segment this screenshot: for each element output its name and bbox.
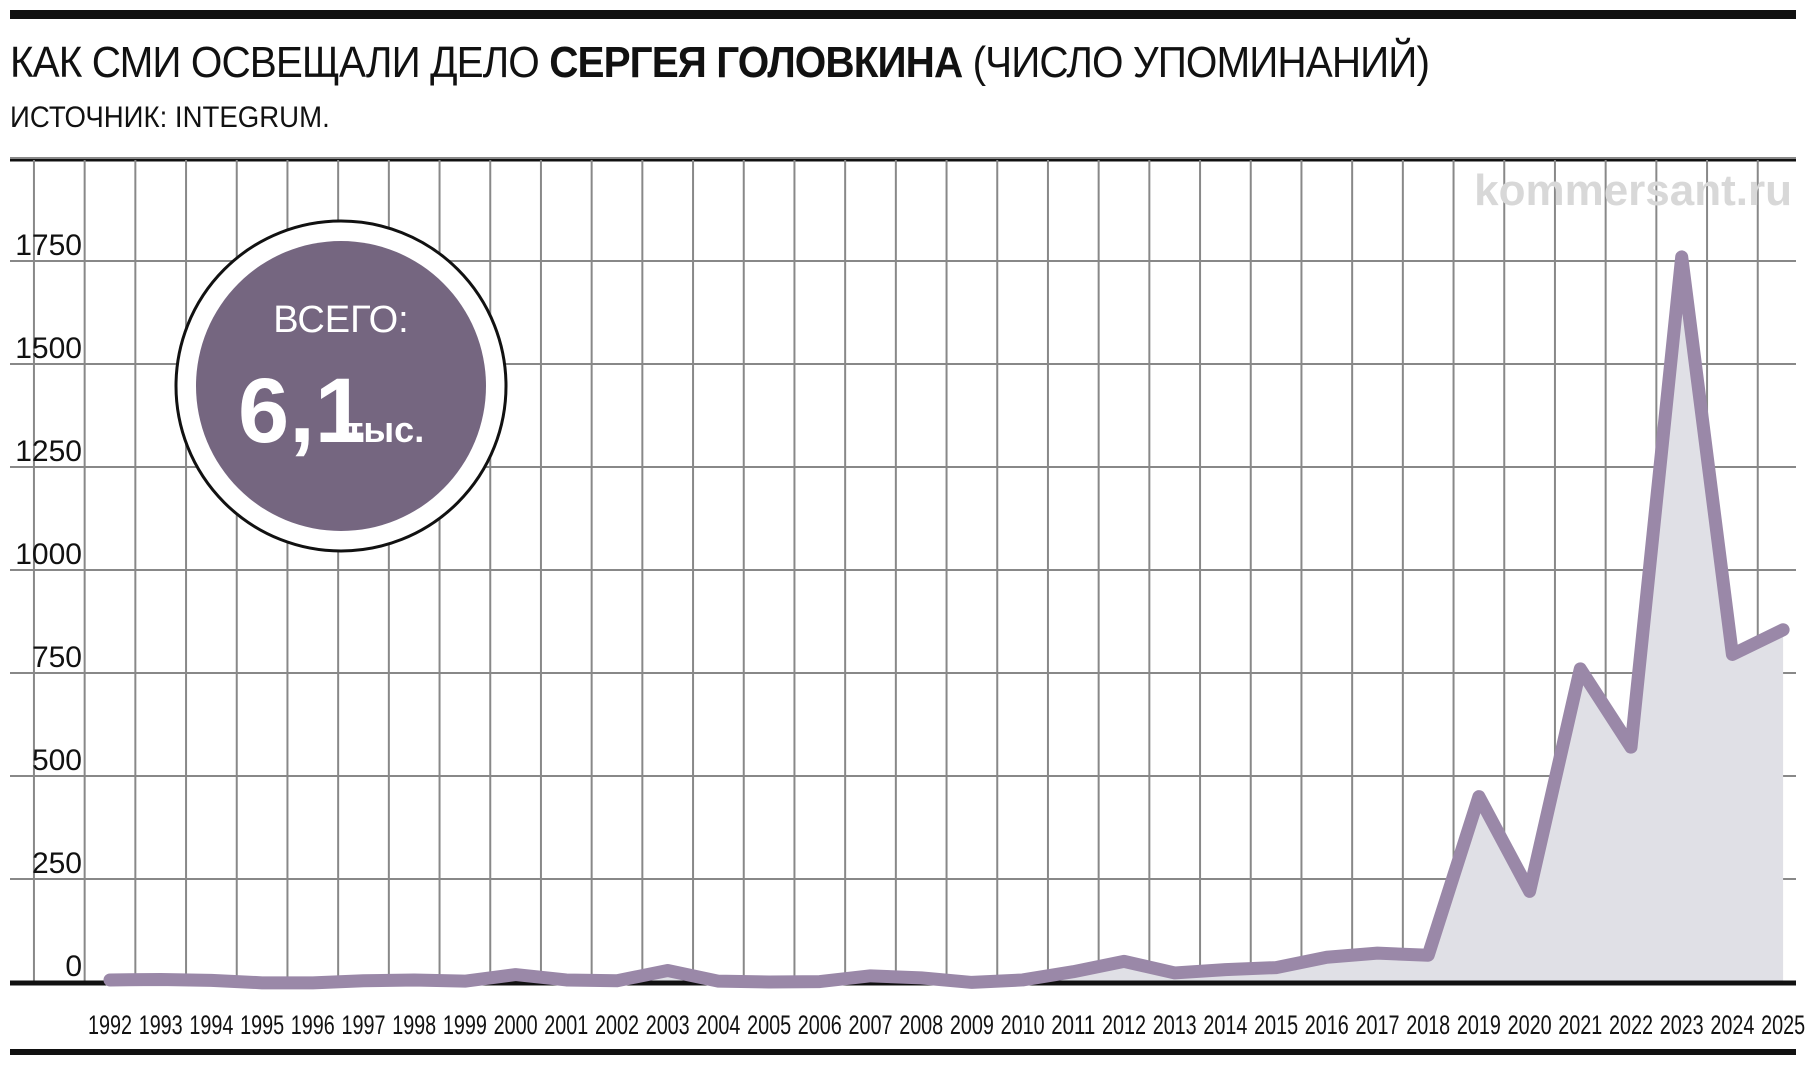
data-point — [1122, 959, 1126, 964]
data-point — [1781, 627, 1786, 632]
x-tick-label: 2021 — [1558, 1010, 1602, 1040]
data-point — [108, 977, 112, 982]
title-part1: КАК СМИ ОСВЕЩАЛИ ДЕЛО — [10, 38, 550, 87]
y-tick-label: 0 — [65, 950, 82, 983]
data-point — [158, 977, 163, 982]
data-point — [260, 980, 265, 985]
watermark: kommersant.ru — [1474, 166, 1792, 215]
y-tick-label: 1750 — [15, 229, 82, 262]
data-point — [209, 978, 214, 983]
data-point — [615, 978, 619, 983]
x-tick-label: 2004 — [696, 1010, 740, 1040]
x-tick-label: 2017 — [1356, 1010, 1400, 1040]
x-tick-label: 2013 — [1153, 1010, 1197, 1040]
data-point — [513, 972, 518, 977]
data-point — [1679, 254, 1684, 259]
x-tick-label: 2016 — [1305, 1010, 1349, 1040]
x-tick-label: 1996 — [291, 1010, 335, 1040]
area-fill — [110, 256, 1784, 983]
chart-title: КАК СМИ ОСВЕЩАЛИ ДЕЛО СЕРГЕЯ ГОЛОВКИНА (… — [10, 38, 1430, 88]
total-badge: ВСЕГО: 6,1 тыс. — [174, 219, 508, 553]
y-tick-label: 500 — [32, 744, 82, 777]
bottom-rule — [10, 1049, 1796, 1055]
data-point — [817, 979, 822, 984]
x-tick-label: 2010 — [1001, 1010, 1045, 1040]
title-bold: СЕРГЕЯ ГОЛОВКИНА — [549, 38, 963, 87]
y-axis-ticks: 0 250 500 750 1000 1250 1500 1750 — [15, 229, 82, 983]
data-point — [1426, 953, 1431, 958]
y-tick-label: 750 — [32, 641, 82, 674]
x-tick-label: 1993 — [139, 1010, 183, 1040]
x-tick-label: 2022 — [1609, 1010, 1653, 1040]
title-part2: (ЧИСЛО УПОМИНАНИЙ) — [962, 38, 1430, 87]
x-tick-label: 2019 — [1457, 1010, 1501, 1040]
data-point — [767, 980, 772, 984]
x-tick-label: 2011 — [1051, 1010, 1095, 1040]
y-tick-label: 1500 — [15, 332, 82, 365]
chart-subtitle: ИСТОЧНИК: INTEGRUM. — [10, 101, 330, 134]
x-tick-label: 2012 — [1102, 1010, 1146, 1040]
data-point — [969, 980, 974, 985]
badge-value: 6,1 — [238, 360, 366, 462]
data-point — [1527, 889, 1532, 894]
data-point — [462, 979, 467, 984]
x-tick-label: 1997 — [342, 1010, 386, 1040]
x-tick-label: 1998 — [392, 1010, 436, 1040]
badge-unit: тыс. — [346, 409, 424, 450]
data-point — [1020, 977, 1025, 982]
y-tick-label: 1000 — [15, 538, 82, 571]
x-tick-label: 2005 — [747, 1010, 791, 1040]
series-line — [10, 250, 1796, 990]
data-point — [716, 979, 721, 984]
data-point — [665, 968, 670, 973]
data-point — [1629, 745, 1633, 750]
data-point — [919, 975, 924, 980]
y-tick-label: 1250 — [15, 435, 82, 468]
x-tick-label: 2001 — [544, 1010, 588, 1040]
data-point — [361, 978, 366, 983]
badge-disc — [196, 241, 486, 531]
x-tick-label: 2000 — [494, 1010, 538, 1040]
area-fill-shape — [110, 256, 1784, 983]
data-point — [1578, 666, 1583, 671]
data-point — [1730, 652, 1735, 657]
x-tick-label: 2006 — [798, 1010, 842, 1040]
x-tick-label: 2015 — [1254, 1010, 1298, 1040]
x-tick-label: 2007 — [849, 1010, 893, 1040]
x-tick-label: 2003 — [646, 1010, 690, 1040]
x-tick-label: 1992 — [88, 1010, 132, 1040]
x-tick-label: 2018 — [1406, 1010, 1450, 1040]
y-tick-label: 250 — [32, 847, 82, 880]
x-tick-label: 2014 — [1203, 1010, 1247, 1040]
data-point — [1071, 969, 1076, 974]
top-rule — [10, 10, 1796, 19]
data-point — [1223, 967, 1228, 972]
series-line-path — [103, 250, 1790, 990]
x-axis-ticks: 1992 1993 1994 1995 1996 1997 1998 1999 2000 2001… — [88, 1010, 1805, 1040]
x-tick-label: 2025 — [1761, 1010, 1805, 1040]
data-point — [1476, 794, 1481, 799]
badge-label: ВСЕГО: — [273, 299, 408, 341]
x-tick-label: 1999 — [443, 1010, 487, 1040]
data-point — [1324, 955, 1329, 960]
data-point — [310, 980, 315, 985]
x-tick-label: 2020 — [1508, 1010, 1552, 1040]
x-tick-label: 2002 — [595, 1010, 639, 1040]
x-tick-label: 1994 — [189, 1010, 233, 1040]
x-tick-label: 1995 — [240, 1010, 284, 1040]
data-point — [564, 977, 569, 982]
data-point — [412, 977, 417, 982]
x-tick-label: 2009 — [950, 1010, 994, 1040]
x-tick-label: 2024 — [1710, 1010, 1754, 1040]
data-point — [1274, 965, 1279, 970]
data-point — [868, 973, 873, 978]
x-tick-label: 2023 — [1660, 1010, 1704, 1040]
x-tick-label: 2008 — [899, 1010, 943, 1040]
data-point — [1375, 951, 1380, 956]
data-point — [1172, 970, 1177, 975]
